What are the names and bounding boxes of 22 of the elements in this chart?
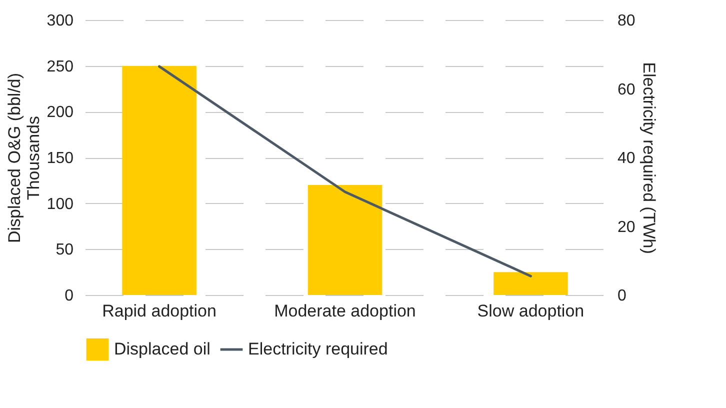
y2-tick-label: 20	[618, 218, 636, 236]
y-tick-label: 200	[46, 104, 74, 122]
y-tick-label: 50	[56, 242, 74, 259]
x-tick-label: Moderate adoption	[274, 302, 416, 320]
y-tick-label: 100	[46, 196, 74, 213]
y2-axis-title: Electricity required (TWh)	[639, 62, 658, 254]
y-tick-label: 250	[46, 58, 74, 76]
legend-label: Electricity required	[248, 340, 388, 358]
x-tick-label: Slow adoption	[477, 302, 584, 320]
y2-tick-label: 40	[618, 150, 636, 167]
y2-tick-label: 80	[618, 12, 636, 30]
y-tick-label: 0	[64, 288, 74, 304]
bar	[494, 272, 568, 295]
y-tick-label: 300	[46, 12, 74, 30]
bar	[308, 185, 382, 295]
bar	[122, 66, 196, 295]
y-axis-title: Displaced O&G (bbl/d) Thousands	[4, 72, 43, 244]
legend-label: Displaced oil	[114, 340, 210, 358]
y-tick-label: 150	[46, 150, 74, 167]
x-tick-label: Rapid adoption	[102, 302, 216, 320]
y2-tick-label: 60	[618, 81, 636, 98]
y2-tick-label: 0	[618, 288, 626, 304]
